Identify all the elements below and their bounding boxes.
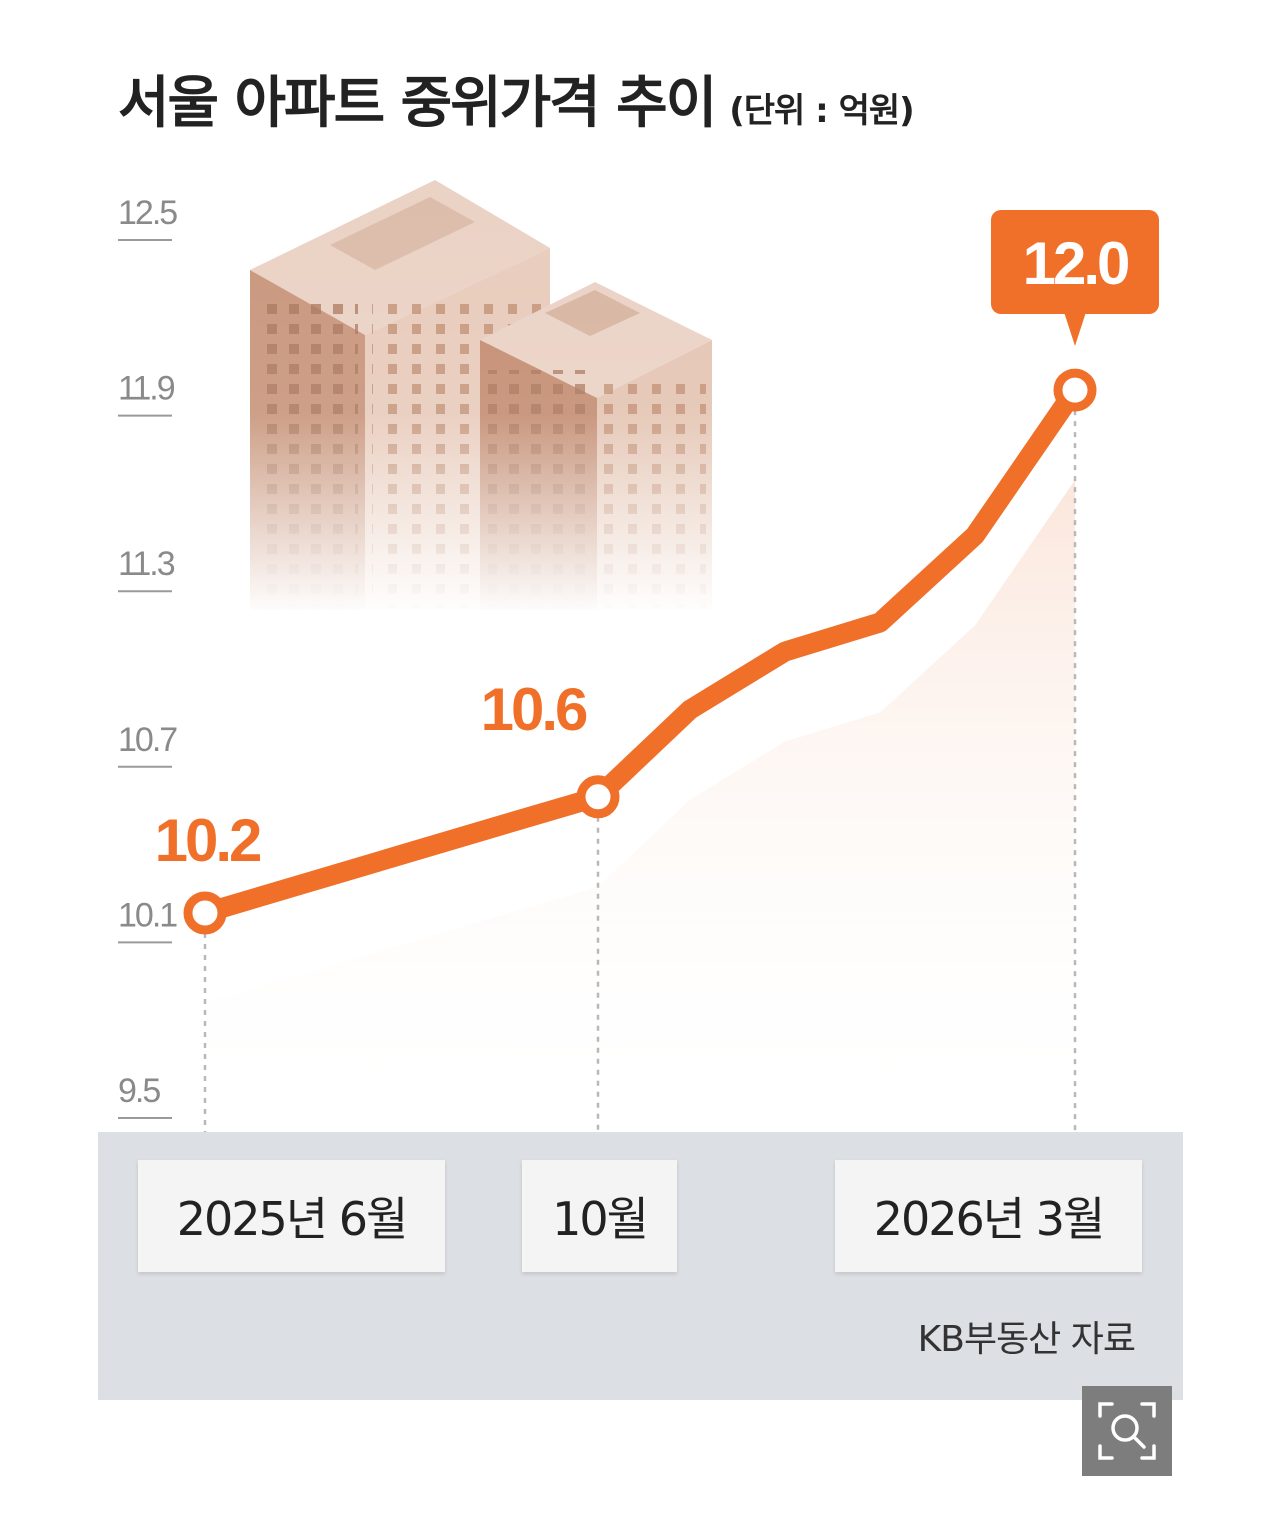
y-tick-label: 10.7 [118, 721, 177, 759]
chart-title-text: 서울 아파트 중위가격 추이 [118, 71, 717, 136]
y-tick-label: 11.3 [118, 545, 175, 583]
magnifier-icon [1098, 1402, 1156, 1460]
price-line [195, 380, 1085, 923]
chart-title: 서울 아파트 중위가격 추이 (단위 : 억원) [118, 58, 915, 139]
y-tick-label: 10.1 [118, 896, 177, 934]
data-point-marker [576, 775, 620, 819]
callout-pointer [1064, 312, 1086, 346]
unit-label: (단위 : 억원) [729, 91, 914, 131]
x-axis-label: 10월 [522, 1160, 677, 1272]
x-axis-label: 2025년 6월 [138, 1160, 445, 1272]
source-note: KB부동산 자료 [917, 1319, 1136, 1360]
y-tick-label: 9.5 [118, 1072, 160, 1110]
callout-label: 12.0 [1023, 230, 1128, 297]
data-point-marker [1053, 368, 1097, 412]
x-axis-label: 2026년 3월 [835, 1160, 1142, 1272]
line-shadow-area [205, 480, 1075, 1131]
data-point-marker [183, 891, 227, 935]
zoom-button[interactable] [1082, 1386, 1172, 1476]
data-label: 10.6 [481, 676, 587, 743]
callout-box [991, 210, 1159, 314]
y-tick-label: 11.9 [118, 370, 175, 408]
y-tick-label: 12.5 [118, 194, 177, 232]
apartment-illustration [230, 170, 730, 615]
data-label: 10.2 [155, 807, 260, 874]
